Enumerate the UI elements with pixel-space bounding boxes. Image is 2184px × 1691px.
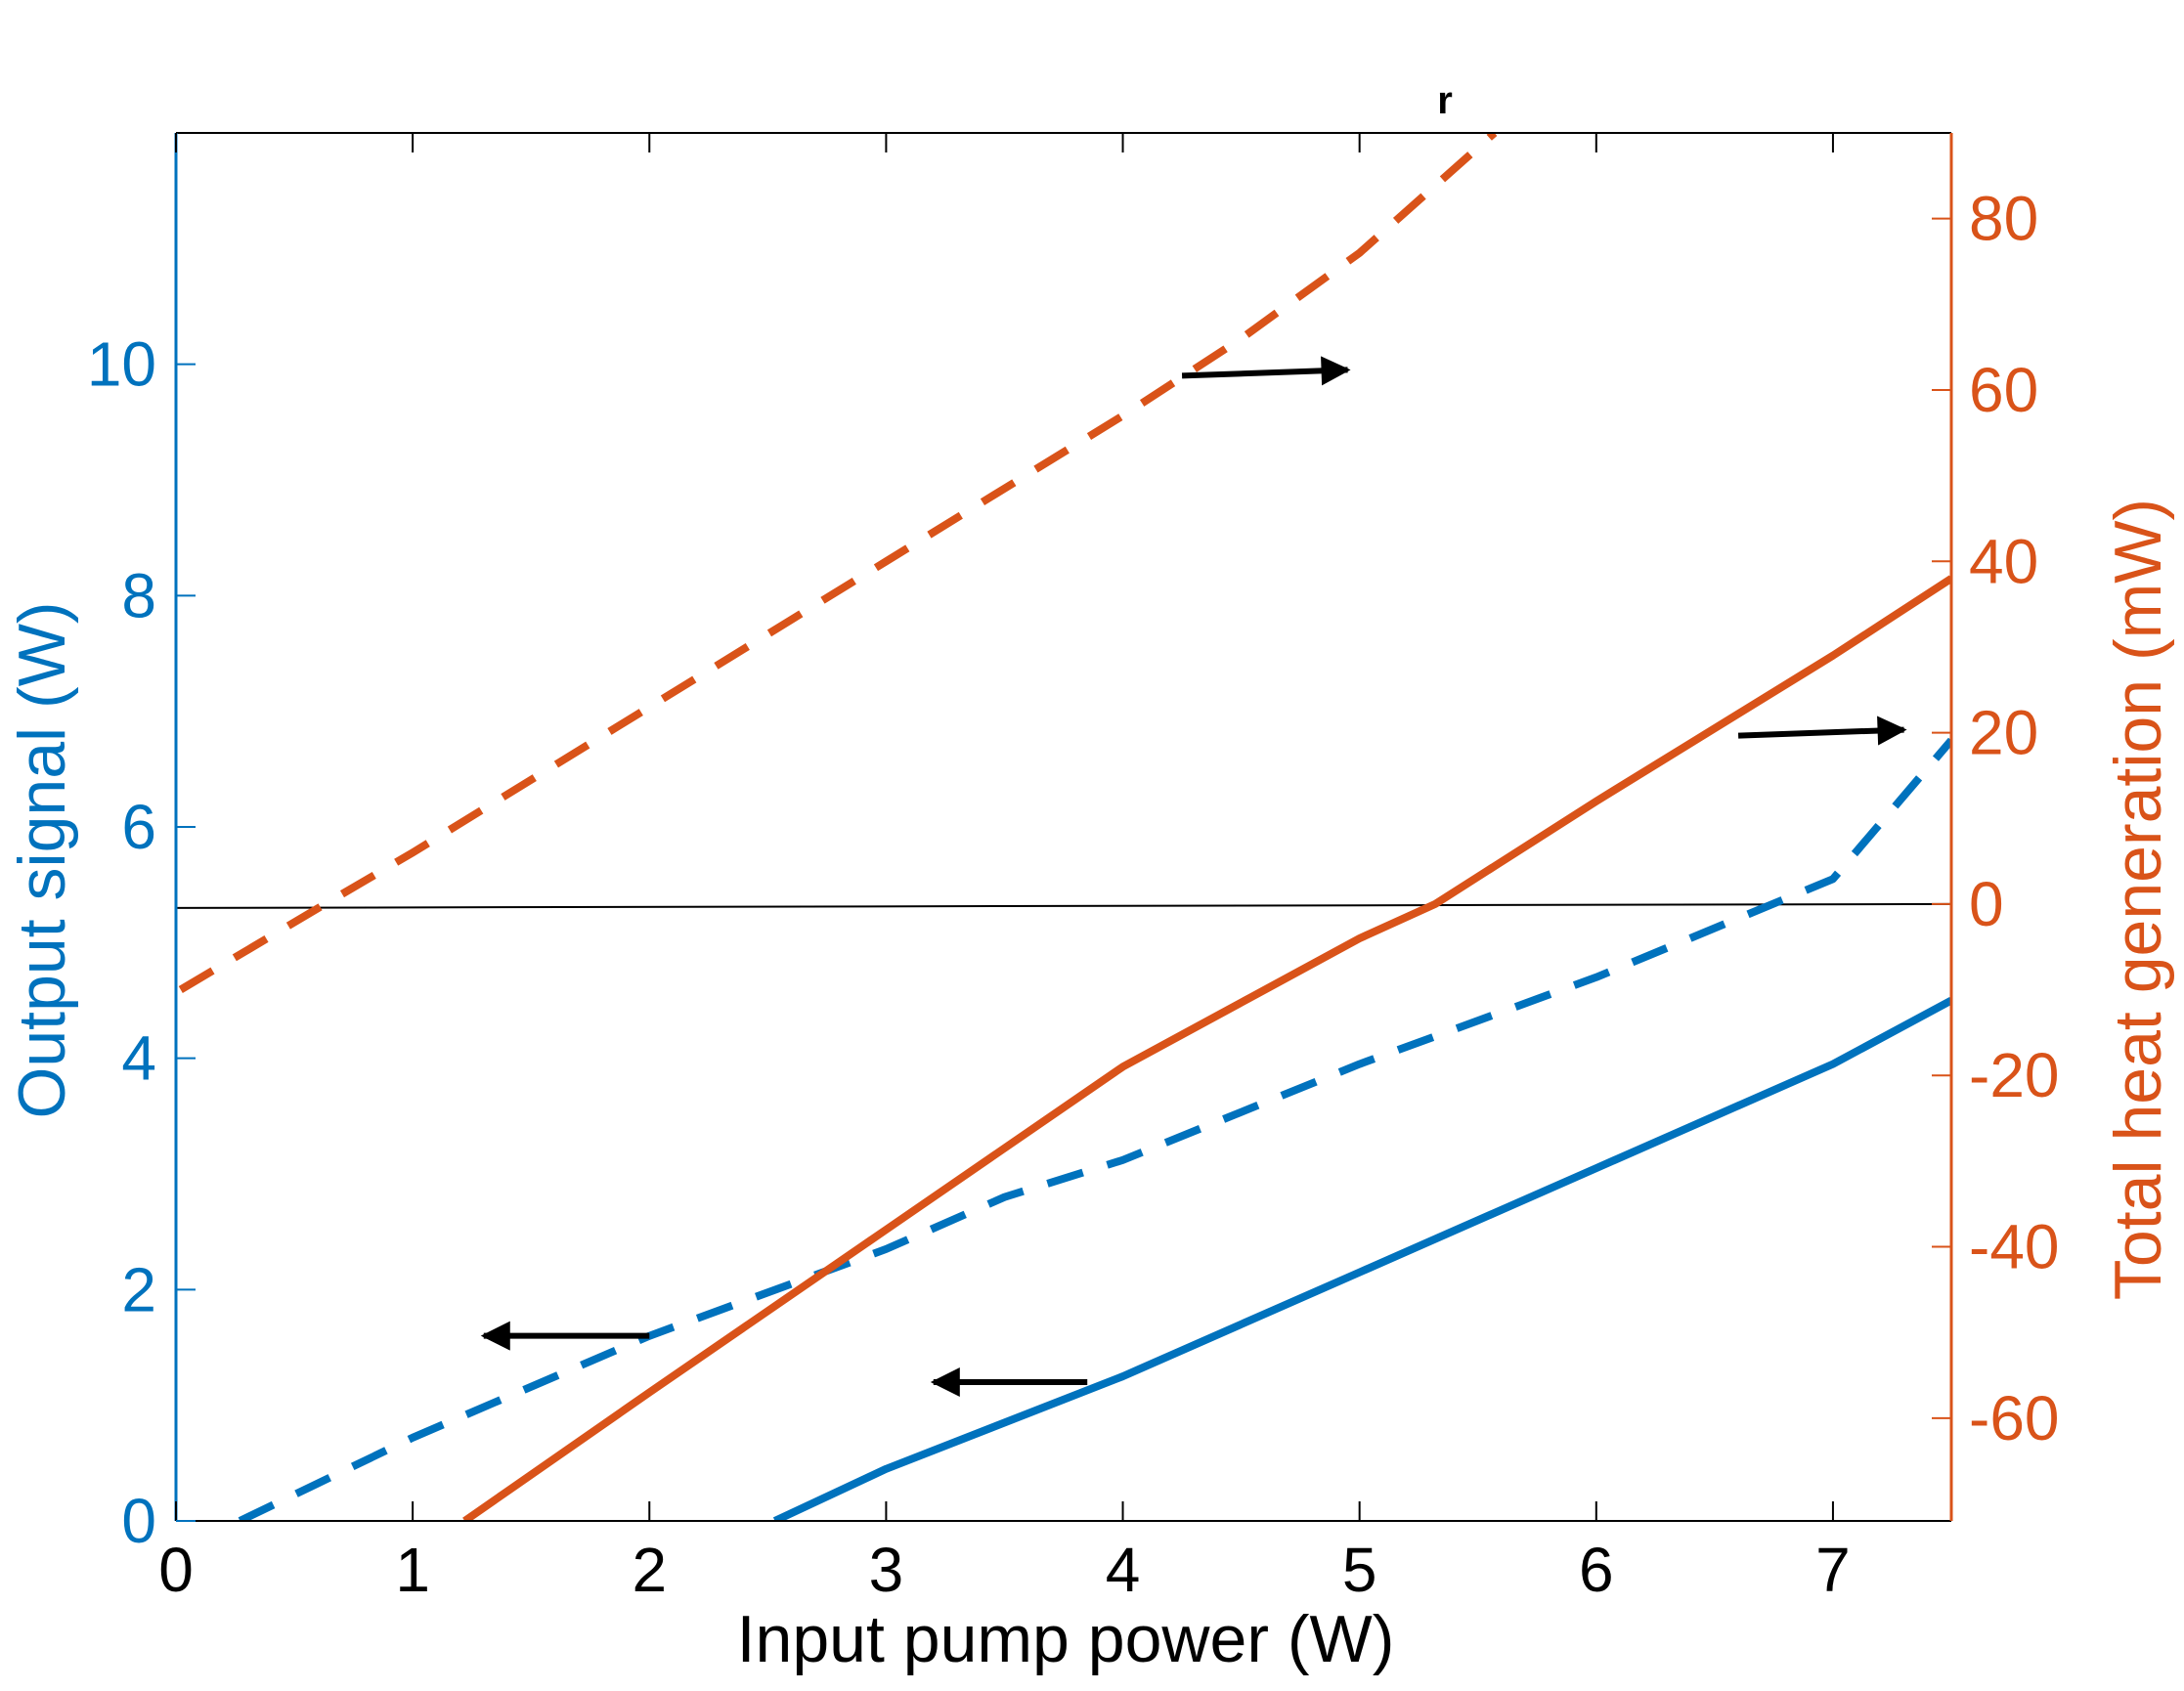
y-right-tick-label-0: 0	[1969, 869, 2004, 939]
y-left-tick-label-6: 6	[121, 792, 156, 862]
x-tick-label-0: 0	[158, 1535, 194, 1605]
axes-layer	[174, 132, 1953, 1522]
x-tick-label-1: 1	[395, 1535, 430, 1605]
zero-line-layer	[175, 902, 1952, 909]
y-left-tick-label-8: 8	[121, 560, 156, 630]
y-right-tick-label--40: -40	[1969, 1212, 2060, 1282]
series-layer	[178, 133, 1951, 1521]
zero-reference-line	[175, 902, 1952, 909]
y-left-tick-label-10: 10	[87, 329, 156, 400]
x-tick-label-5: 5	[1342, 1535, 1377, 1605]
series-line-2-left-solid	[772, 996, 1951, 1521]
y-right-tick-label-20: 20	[1969, 698, 2038, 768]
x-tick-label-7: 7	[1815, 1535, 1851, 1605]
arrow-right-2	[1737, 715, 1907, 746]
y-right-tick-label-60: 60	[1969, 355, 2038, 425]
left-y-axis-title: Output signal (W)	[5, 601, 79, 1118]
y-right-tick-label--60: -60	[1969, 1383, 2060, 1453]
y-left-tick-label-0: 0	[121, 1486, 156, 1556]
x-axis-title: Input pump power (W)	[737, 1602, 1395, 1676]
y-left-tick-label-2: 2	[121, 1254, 156, 1324]
x-tick-label-4: 4	[1106, 1535, 1141, 1605]
arrow-layer	[480, 356, 1907, 1397]
y-left-tick-label-4: 4	[121, 1023, 156, 1094]
series-line-4-right-solid	[462, 575, 1951, 1521]
series-line-1-left-dashed	[238, 737, 1951, 1521]
x-tick-label-2: 2	[632, 1535, 667, 1605]
x-tick-label-3: 3	[869, 1535, 904, 1605]
x-tick-label-6: 6	[1579, 1535, 1614, 1605]
top-mark-label: r	[1437, 79, 1453, 122]
series-line-3-right-dashed	[178, 133, 1498, 993]
y-right-tick-label-40: 40	[1969, 526, 2038, 596]
ticks-layer: 0 1 2 3 4 5 6 7 0 2 4 6 8 10 -60 -40 -20 0 20 40 60 80	[87, 133, 2060, 1605]
arrow-right-1	[1181, 356, 1351, 386]
y-right-tick-label--20: -20	[1969, 1040, 2060, 1110]
right-y-axis-title: Total heat generation (mW)	[2101, 499, 2175, 1300]
y-right-tick-label-80: 80	[1969, 184, 2038, 254]
